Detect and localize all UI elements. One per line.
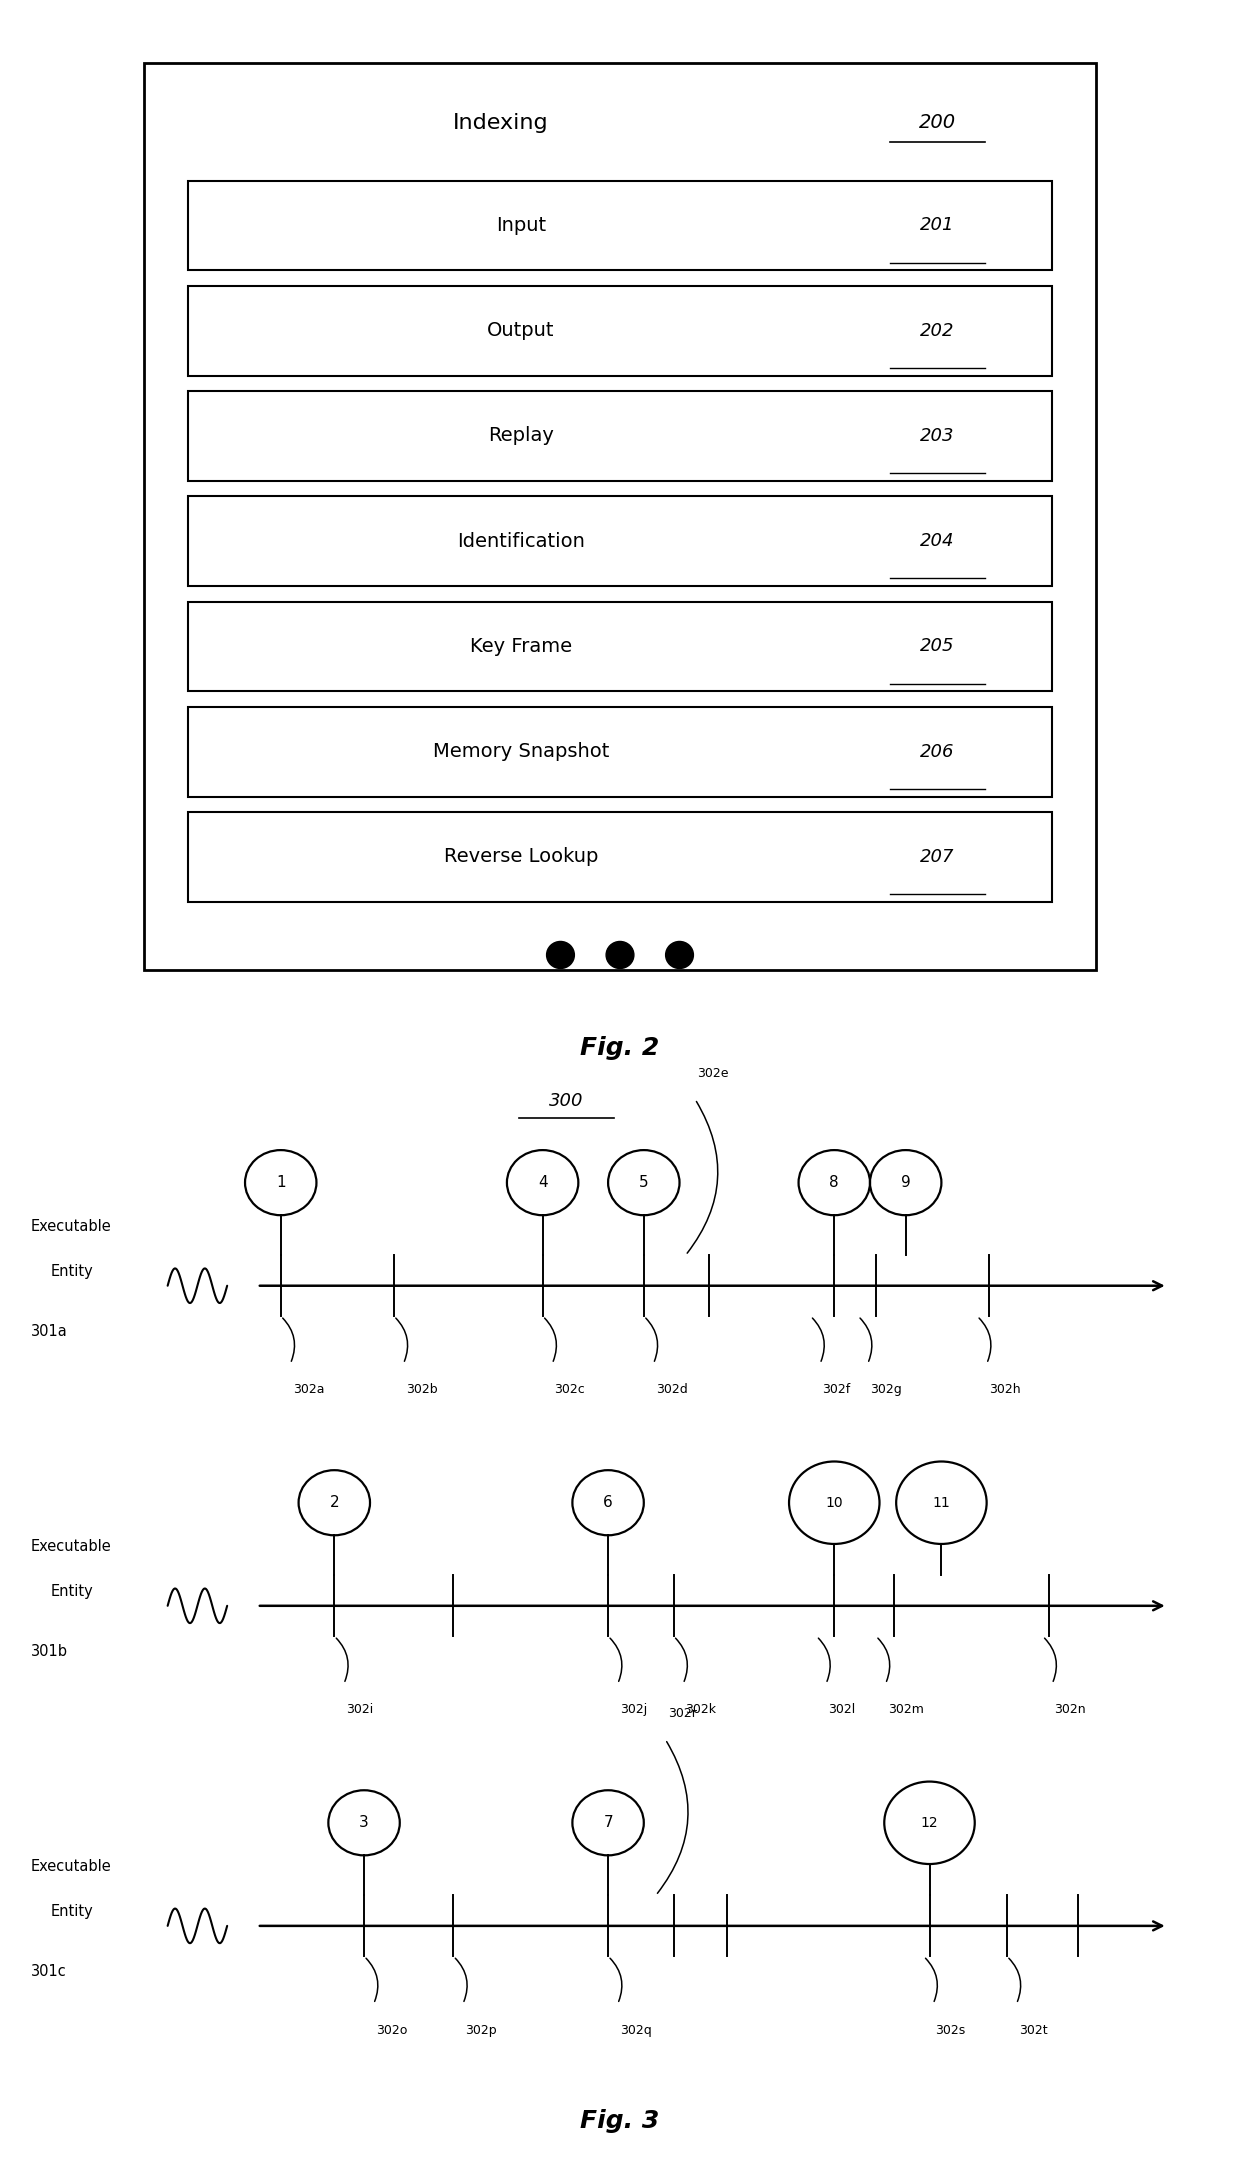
- Text: 302f: 302f: [822, 1384, 851, 1395]
- Text: Key Frame: Key Frame: [470, 638, 572, 655]
- FancyBboxPatch shape: [188, 286, 1052, 375]
- Circle shape: [547, 942, 574, 968]
- Text: 302a: 302a: [293, 1384, 324, 1395]
- Text: Executable: Executable: [31, 1860, 112, 1873]
- Text: 301b: 301b: [31, 1645, 68, 1658]
- Text: 8: 8: [830, 1176, 839, 1189]
- Circle shape: [666, 942, 693, 968]
- Text: 302i: 302i: [346, 1703, 373, 1716]
- Text: 1: 1: [277, 1176, 285, 1189]
- Text: Fig. 3: Fig. 3: [580, 2109, 660, 2133]
- FancyBboxPatch shape: [188, 601, 1052, 692]
- Text: 7: 7: [604, 1816, 613, 1829]
- Text: 5: 5: [639, 1176, 649, 1189]
- Text: 302p: 302p: [465, 2022, 497, 2035]
- Text: Output: Output: [487, 321, 554, 341]
- Text: 10: 10: [826, 1495, 843, 1510]
- Text: 302s: 302s: [935, 2022, 966, 2035]
- Text: 207: 207: [920, 848, 955, 866]
- Text: 11: 11: [932, 1495, 950, 1510]
- FancyBboxPatch shape: [188, 391, 1052, 482]
- Circle shape: [606, 942, 634, 968]
- Text: 200: 200: [919, 113, 956, 132]
- Text: 300: 300: [549, 1092, 584, 1111]
- Text: 302l: 302l: [828, 1703, 856, 1716]
- Text: Indexing: Indexing: [453, 113, 549, 132]
- Text: 9: 9: [900, 1176, 910, 1189]
- Text: Executable: Executable: [31, 1220, 112, 1233]
- Text: 302m: 302m: [888, 1703, 924, 1716]
- Text: 301c: 301c: [31, 1964, 67, 1979]
- Text: 302r: 302r: [667, 1708, 697, 1719]
- Text: Entity: Entity: [51, 1584, 94, 1599]
- Text: 204: 204: [920, 532, 955, 551]
- Text: Reverse Lookup: Reverse Lookup: [444, 848, 598, 866]
- Text: 302o: 302o: [376, 2022, 408, 2035]
- FancyBboxPatch shape: [188, 497, 1052, 586]
- Text: 302c: 302c: [554, 1384, 585, 1395]
- Text: Memory Snapshot: Memory Snapshot: [433, 742, 609, 762]
- Text: Entity: Entity: [51, 1265, 94, 1278]
- Text: 302n: 302n: [1054, 1703, 1086, 1716]
- Text: Fig. 2: Fig. 2: [580, 1035, 660, 1059]
- Text: 302j: 302j: [620, 1703, 647, 1716]
- FancyBboxPatch shape: [144, 63, 1096, 970]
- Text: 302q: 302q: [620, 2022, 652, 2035]
- FancyBboxPatch shape: [188, 180, 1052, 271]
- Text: 203: 203: [920, 427, 955, 445]
- Text: Entity: Entity: [51, 1905, 94, 1918]
- FancyBboxPatch shape: [188, 707, 1052, 796]
- Text: 2: 2: [330, 1495, 339, 1510]
- Text: 6: 6: [603, 1495, 613, 1510]
- Text: 301a: 301a: [31, 1324, 67, 1339]
- Text: Replay: Replay: [487, 427, 554, 445]
- Text: 205: 205: [920, 638, 955, 655]
- Text: Input: Input: [496, 217, 546, 234]
- Text: 302t: 302t: [1019, 2022, 1048, 2035]
- Text: Identification: Identification: [456, 532, 585, 551]
- Text: 302h: 302h: [990, 1384, 1021, 1395]
- Text: 302g: 302g: [870, 1384, 901, 1395]
- Text: 202: 202: [920, 321, 955, 341]
- Text: 206: 206: [920, 742, 955, 762]
- Text: 302e: 302e: [697, 1068, 729, 1078]
- Text: 201: 201: [920, 217, 955, 234]
- Text: 4: 4: [538, 1176, 547, 1189]
- Text: Executable: Executable: [31, 1539, 112, 1554]
- Text: 3: 3: [360, 1816, 370, 1829]
- Text: 302d: 302d: [656, 1384, 687, 1395]
- Text: 302b: 302b: [405, 1384, 438, 1395]
- Text: 12: 12: [920, 1816, 939, 1829]
- Text: 302k: 302k: [686, 1703, 717, 1716]
- FancyBboxPatch shape: [188, 812, 1052, 903]
